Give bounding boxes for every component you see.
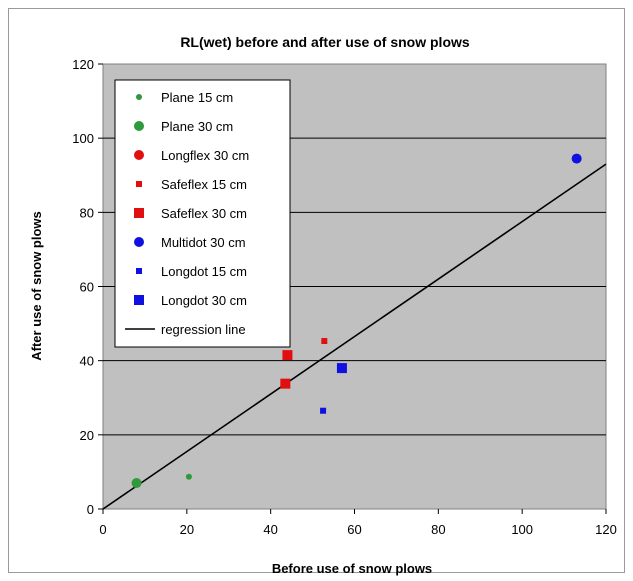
legend-label: Multidot 30 cm [161, 235, 246, 250]
y-tick-label: 60 [80, 280, 94, 295]
x-axis-ticks: 0 20 40 60 80 100 120 [99, 509, 617, 537]
data-point [336, 363, 347, 374]
legend: Plane 15 cm Plane 30 cm Longflex 30 cm Safe… [114, 79, 291, 348]
y-tick-label: 80 [80, 205, 94, 220]
y-tick-label: 120 [72, 57, 94, 72]
legend-marker [136, 181, 142, 187]
regression-line [102, 163, 607, 510]
data-point [280, 378, 291, 389]
legend-label: Plane 30 cm [161, 119, 233, 134]
y-tick-label: 40 [80, 354, 94, 369]
data-point [321, 338, 328, 345]
legend-marker [134, 237, 144, 247]
y-axis-title: After use of snow plows [29, 211, 44, 361]
legend-label: Longdot 15 cm [161, 264, 247, 279]
x-tick-label: 20 [180, 522, 194, 537]
legend-marker [134, 121, 144, 131]
data-points [131, 153, 582, 489]
data-point [320, 407, 327, 414]
y-axis-ticks: 0 20 40 60 80 100 120 [72, 57, 103, 517]
x-tick-label: 80 [431, 522, 445, 537]
legend-label: Safeflex 30 cm [161, 206, 247, 221]
y-tick-label: 0 [87, 502, 94, 517]
legend-marker [134, 208, 144, 218]
chart-title: RL(wet) before and after use of snow plo… [180, 34, 470, 50]
legend-box [114, 79, 291, 348]
legend-label: Longdot 30 cm [161, 293, 247, 308]
y-tick-label: 20 [80, 428, 94, 443]
legend-marker [134, 150, 144, 160]
legend-marker [136, 268, 142, 274]
y-tick-label: 100 [72, 131, 94, 146]
x-axis-title: Before use of snow plows [272, 561, 432, 576]
data-point [131, 478, 142, 489]
x-tick-label: 100 [511, 522, 533, 537]
legend-label: Longflex 30 cm [161, 148, 249, 163]
legend-label: Plane 15 cm [161, 90, 233, 105]
data-point [185, 473, 192, 480]
legend-marker [136, 94, 142, 100]
x-tick-label: 0 [99, 522, 106, 537]
legend-marker [134, 295, 144, 305]
legend-label: regression line [161, 322, 246, 337]
x-tick-label: 120 [595, 522, 617, 537]
data-point [571, 153, 582, 164]
legend-label: Safeflex 15 cm [161, 177, 247, 192]
x-tick-label: 60 [347, 522, 361, 537]
data-point [282, 350, 293, 361]
x-tick-label: 40 [263, 522, 277, 537]
